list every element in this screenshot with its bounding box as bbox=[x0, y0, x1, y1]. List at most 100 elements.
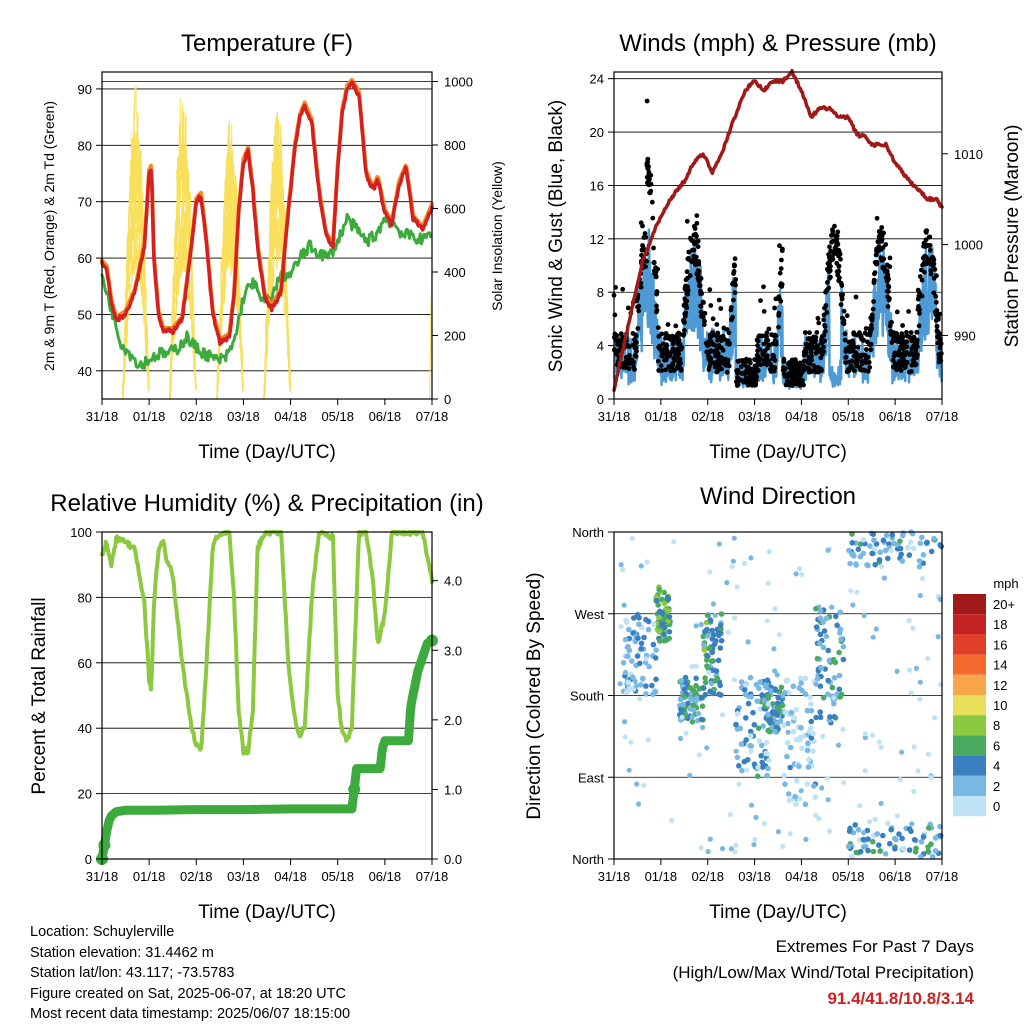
gust-point bbox=[766, 342, 772, 348]
direction-point bbox=[805, 740, 811, 746]
direction-point bbox=[658, 621, 665, 628]
solar-ytick-right-label: 800 bbox=[444, 138, 466, 153]
gust-point bbox=[678, 366, 684, 372]
humidity-ytick-label: 80 bbox=[78, 590, 92, 605]
gust-point bbox=[813, 369, 819, 375]
direction-point bbox=[802, 691, 809, 697]
gust-point bbox=[654, 303, 659, 309]
direction-point bbox=[643, 683, 649, 689]
direction-point bbox=[928, 774, 934, 781]
gust-point bbox=[684, 218, 690, 224]
direction-point bbox=[669, 817, 675, 824]
direction-point bbox=[733, 842, 739, 848]
solar-insolation-line bbox=[216, 140, 244, 400]
legend-label: 14 bbox=[993, 658, 1007, 673]
direction-xtick-label: 05/18 bbox=[832, 869, 865, 884]
gust-point bbox=[900, 323, 905, 328]
direction-point bbox=[799, 745, 805, 752]
gust-point bbox=[726, 330, 732, 336]
gust-point bbox=[731, 271, 736, 276]
legend-label: 18 bbox=[993, 617, 1007, 632]
gust-point bbox=[781, 356, 787, 362]
direction-point bbox=[841, 780, 847, 786]
direction-point bbox=[698, 695, 705, 701]
temperature-ytick-label: 40 bbox=[78, 364, 92, 379]
gust-point bbox=[867, 326, 873, 331]
direction-point bbox=[709, 627, 715, 634]
gust-point bbox=[698, 309, 704, 315]
gust-point bbox=[647, 181, 653, 187]
gust-point bbox=[721, 325, 727, 331]
gust-point bbox=[884, 262, 890, 268]
direction-point bbox=[916, 558, 923, 564]
direction-point bbox=[885, 555, 891, 562]
wind-ylabel: Sonic Wind & Gust (Blue, Black) bbox=[546, 100, 567, 372]
humidity-xlabel: Time (Day/UTC) bbox=[198, 902, 336, 923]
gust-point bbox=[822, 324, 828, 329]
direction-point bbox=[827, 714, 833, 720]
direction-point bbox=[623, 619, 630, 625]
direction-point bbox=[917, 592, 923, 599]
gust-point bbox=[836, 268, 842, 274]
direction-point bbox=[665, 608, 671, 614]
gust-point bbox=[763, 357, 768, 362]
direction-point bbox=[831, 701, 837, 707]
gust-point bbox=[698, 303, 704, 309]
direction-point bbox=[643, 616, 649, 623]
direction-point bbox=[724, 580, 730, 586]
gust-point bbox=[904, 344, 910, 350]
gust-point bbox=[724, 369, 730, 375]
temperature-xtick-label: 06/18 bbox=[369, 409, 402, 424]
gust-point bbox=[779, 248, 785, 254]
direction-point bbox=[796, 795, 803, 802]
direction-point bbox=[897, 545, 904, 552]
direction-point bbox=[730, 558, 737, 564]
gust-point bbox=[919, 277, 925, 283]
direction-ytick-label: North bbox=[572, 525, 604, 540]
direction-point bbox=[820, 644, 827, 651]
humidity-xtick-label: 06/18 bbox=[369, 869, 402, 884]
gust-point bbox=[914, 329, 920, 335]
direction-point bbox=[707, 569, 713, 575]
wind-xtick-label: 06/18 bbox=[879, 409, 912, 424]
legend-swatch bbox=[953, 695, 986, 716]
direction-point bbox=[755, 764, 761, 770]
gust-point bbox=[814, 347, 820, 353]
gust-point bbox=[682, 328, 687, 333]
gust-point bbox=[886, 289, 891, 294]
gust-point bbox=[801, 367, 807, 373]
direction-point bbox=[806, 756, 812, 763]
direction-point bbox=[782, 781, 788, 787]
direction-point bbox=[906, 552, 913, 558]
direction-point bbox=[710, 632, 717, 638]
direction-point bbox=[743, 682, 749, 688]
gust-point bbox=[848, 364, 853, 370]
direction-point bbox=[772, 606, 778, 612]
gust-point bbox=[702, 310, 708, 316]
gust-point bbox=[685, 291, 691, 297]
wind-ytick-label: 20 bbox=[590, 125, 604, 140]
gust-point bbox=[839, 296, 845, 302]
station-location: Location: Schuylerville bbox=[30, 924, 175, 940]
gust-point bbox=[898, 368, 904, 373]
direction-point bbox=[867, 819, 873, 825]
gust-point bbox=[927, 234, 933, 240]
direction-point bbox=[849, 540, 856, 546]
gust-point bbox=[653, 265, 658, 270]
direction-point bbox=[907, 539, 914, 546]
direction-point bbox=[894, 668, 900, 674]
direction-point bbox=[717, 645, 724, 651]
gust-point bbox=[663, 367, 668, 373]
direction-point bbox=[622, 669, 629, 676]
direction-point bbox=[873, 626, 879, 632]
gust-point bbox=[853, 294, 859, 300]
gust-point bbox=[872, 270, 878, 275]
direction-point bbox=[779, 702, 786, 709]
temperature-xtick-label: 02/18 bbox=[180, 409, 213, 424]
direction-point bbox=[823, 615, 830, 622]
gust-point bbox=[904, 329, 909, 335]
direction-point bbox=[804, 747, 811, 754]
direction-point bbox=[871, 546, 877, 552]
figure-created: Figure created on Sat, 2025-06-07, at 18… bbox=[30, 985, 346, 1002]
direction-point bbox=[825, 547, 831, 553]
